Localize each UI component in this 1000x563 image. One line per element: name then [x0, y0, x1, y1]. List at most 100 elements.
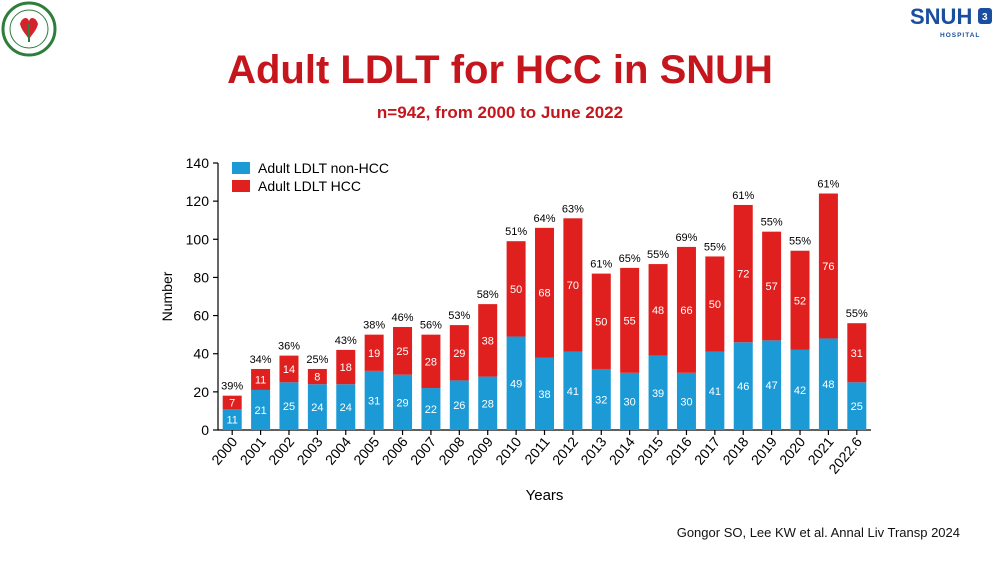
bar-non-hcc	[535, 357, 554, 430]
percent-label: 55%	[846, 308, 868, 320]
bar-label-hcc: 57	[766, 281, 778, 293]
bar-label-non-hcc: 11	[226, 415, 237, 427]
legend-label: Adult LDLT HCC	[258, 178, 361, 194]
percent-label: 61%	[817, 179, 839, 191]
bar-non-hcc	[364, 370, 384, 430]
bar-non-hcc	[449, 380, 469, 430]
bar-hcc	[506, 241, 526, 337]
bar-non-hcc	[648, 355, 668, 430]
percent-label: 61%	[732, 190, 754, 202]
bar-hcc	[251, 368, 271, 390]
bar-non-hcc	[790, 349, 810, 430]
bar-non-hcc	[393, 374, 413, 430]
bar-non-hcc	[705, 351, 725, 430]
bar-hcc	[733, 204, 753, 343]
bar-non-hcc	[222, 409, 242, 430]
bar-label-non-hcc: 39	[652, 388, 664, 400]
bar-non-hcc	[591, 368, 611, 430]
x-tick-label: 2015	[634, 433, 666, 467]
bar-label-non-hcc: 24	[340, 402, 352, 414]
snuh-logo-text: SNUH	[910, 4, 972, 29]
percent-label: 51%	[505, 226, 527, 238]
bar-label-hcc: 18	[340, 362, 352, 374]
citation: Gongor SO, Lee KW et al. Annal Liv Trans…	[676, 525, 960, 540]
bar-label-hcc: 68	[538, 288, 550, 300]
bar-label-hcc: 48	[652, 305, 664, 317]
bar-hcc	[762, 231, 782, 341]
percent-label: 61%	[590, 259, 612, 271]
bar-non-hcc	[676, 372, 696, 430]
bar-label-hcc: 19	[368, 348, 380, 360]
bar-non-hcc	[251, 389, 271, 430]
bar-label-non-hcc: 42	[794, 385, 806, 397]
x-tick-label: 2020	[776, 433, 808, 467]
bar-label-hcc: 29	[453, 348, 465, 360]
x-tick-label: 2000	[208, 433, 240, 467]
bar-label-non-hcc: 47	[766, 380, 778, 392]
bar-label-non-hcc: 32	[595, 394, 607, 406]
bar-label-hcc: 50	[510, 284, 522, 296]
snuh-logo-subtext: HOSPITAL	[940, 32, 980, 39]
percent-label: 55%	[789, 236, 811, 248]
bar-label-hcc: 8	[314, 372, 320, 384]
page-subtitle: n=942, from 2000 to June 2022	[376, 103, 624, 122]
bar-non-hcc	[847, 382, 867, 430]
bar-non-hcc	[733, 342, 753, 430]
percent-label: 55%	[704, 241, 726, 253]
bar-hcc	[648, 264, 668, 356]
x-tick-label: 2002	[265, 433, 297, 467]
x-tick-label: 2012	[549, 433, 581, 467]
x-tick-label: 2019	[748, 433, 780, 467]
x-tick-label: 2016	[662, 433, 694, 467]
bar-label-non-hcc: 25	[851, 401, 863, 413]
svg-text:3: 3	[982, 12, 988, 23]
percent-label: 63%	[562, 203, 584, 215]
y-tick-label: 120	[186, 193, 210, 209]
x-tick-label: 2010	[492, 433, 524, 467]
percent-label: 43%	[335, 335, 357, 347]
percent-label: 34%	[250, 354, 272, 366]
bar-non-hcc	[818, 338, 838, 430]
x-axis-title: Years	[526, 487, 564, 504]
bar-label-non-hcc: 38	[538, 389, 550, 401]
x-tick-label: 2011	[521, 433, 553, 467]
bar-non-hcc	[620, 372, 640, 430]
bar-label-non-hcc: 30	[680, 396, 692, 408]
y-tick-label: 140	[186, 155, 210, 171]
bar-label-hcc: 25	[396, 346, 408, 358]
bar-label-non-hcc: 22	[425, 404, 437, 416]
bar-label-hcc: 70	[567, 280, 579, 292]
x-tick-label: 2005	[350, 433, 382, 467]
percent-label: 64%	[533, 213, 555, 225]
bar-hcc	[847, 323, 867, 383]
bar-label-non-hcc: 46	[737, 381, 749, 393]
x-tick-label: 2017	[691, 433, 723, 467]
bar-label-non-hcc: 25	[283, 401, 295, 413]
bar-label-hcc: 66	[680, 305, 692, 317]
x-tick-label: 2001	[237, 433, 269, 467]
bar-hcc	[620, 267, 640, 373]
percent-label: 65%	[619, 253, 641, 265]
percent-label: 69%	[675, 232, 697, 244]
bar-hcc	[307, 368, 327, 385]
bar-label-non-hcc: 28	[482, 398, 494, 410]
bar-non-hcc	[563, 351, 583, 430]
x-tick-label: 2003	[293, 433, 325, 467]
x-tick-label: 2018	[719, 433, 751, 467]
percent-label: 46%	[392, 312, 414, 324]
x-tick-label: 2014	[606, 433, 638, 467]
bar-label-hcc: 72	[737, 269, 749, 281]
bar-hcc	[364, 334, 384, 371]
bar-label-non-hcc: 29	[396, 397, 408, 409]
bar-non-hcc	[762, 340, 782, 430]
x-tick-label: 2004	[322, 433, 354, 467]
bar-label-non-hcc: 26	[453, 400, 465, 412]
percent-label: 36%	[278, 341, 300, 353]
bar-hcc	[393, 327, 413, 375]
x-tick-label: 2013	[577, 433, 609, 467]
bar-hcc	[222, 395, 242, 410]
bar-label-hcc: 52	[794, 295, 806, 307]
bar-label-hcc: 50	[595, 316, 607, 328]
bar-hcc	[336, 349, 356, 385]
bar-label-non-hcc: 31	[368, 395, 380, 407]
